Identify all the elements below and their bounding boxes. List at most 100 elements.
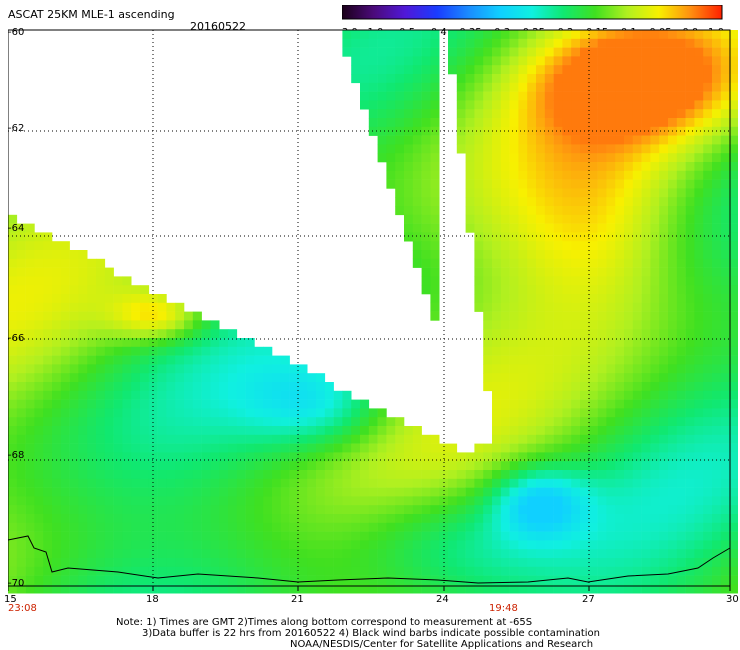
- data-cell: [694, 514, 704, 524]
- data-cell: [184, 346, 194, 356]
- data-cell: [492, 258, 502, 268]
- data-cell: [96, 417, 106, 427]
- data-cell: [184, 558, 194, 568]
- data-cell: [104, 364, 114, 374]
- data-cell: [483, 373, 493, 383]
- data-cell: [729, 170, 738, 180]
- data-cell: [456, 100, 466, 110]
- data-cell: [500, 250, 510, 260]
- data-cell: [580, 214, 590, 224]
- data-cell: [500, 514, 510, 524]
- data-cell: [60, 267, 70, 277]
- data-cell: [342, 417, 352, 427]
- data-cell: [96, 276, 106, 286]
- data-cell: [421, 558, 431, 568]
- data-cell: [60, 531, 70, 541]
- data-cell: [465, 487, 475, 497]
- data-cell: [148, 355, 158, 365]
- y-tick-label: -70: [8, 578, 25, 589]
- data-cell: [351, 434, 361, 444]
- data-cell: [624, 100, 634, 110]
- data-cell: [492, 355, 502, 365]
- data-cell: [659, 566, 669, 576]
- data-cell: [113, 426, 123, 436]
- data-cell: [500, 153, 510, 163]
- data-cell: [245, 338, 255, 348]
- data-cell: [641, 47, 651, 57]
- data-cell: [474, 478, 484, 488]
- data-cell: [588, 38, 598, 48]
- data-cell: [96, 434, 106, 444]
- data-cell: [104, 584, 114, 594]
- data-cell: [324, 443, 334, 453]
- data-cell: [571, 584, 581, 594]
- data-cell: [553, 82, 563, 92]
- data-cell: [412, 162, 422, 172]
- data-cell: [544, 241, 554, 251]
- data-cell: [184, 478, 194, 488]
- data-cell: [474, 65, 484, 75]
- data-cell: [474, 126, 484, 136]
- data-cell: [43, 584, 53, 594]
- data-cell: [157, 461, 167, 471]
- data-cell: [60, 373, 70, 383]
- data-cell: [219, 355, 229, 365]
- data-cell: [562, 452, 572, 462]
- data-cell: [720, 584, 730, 594]
- data-cell: [588, 109, 598, 119]
- data-cell: [500, 170, 510, 180]
- data-cell: [615, 399, 625, 409]
- data-cell: [500, 100, 510, 110]
- data-cell: [368, 47, 378, 57]
- data-cell: [474, 584, 484, 594]
- data-cell: [720, 338, 730, 348]
- data-cell: [720, 250, 730, 260]
- data-cell: [720, 38, 730, 48]
- data-cell: [272, 549, 282, 559]
- data-cell: [298, 540, 308, 550]
- data-cell: [404, 47, 414, 57]
- data-cell: [201, 549, 211, 559]
- data-cell: [571, 47, 581, 57]
- data-cell: [509, 188, 519, 198]
- data-cell: [60, 540, 70, 550]
- data-cell: [527, 250, 537, 260]
- data-cell: [404, 426, 414, 436]
- data-cell: [474, 558, 484, 568]
- data-cell: [632, 338, 642, 348]
- data-cell: [659, 302, 669, 312]
- data-cell: [25, 373, 35, 383]
- data-cell: [210, 443, 220, 453]
- data-cell: [25, 346, 35, 356]
- data-cell: [351, 566, 361, 576]
- data-cell: [562, 487, 572, 497]
- data-cell: [342, 47, 352, 57]
- data-cell: [562, 276, 572, 286]
- data-cell: [192, 584, 202, 594]
- data-cell: [676, 65, 686, 75]
- data-cell: [509, 575, 519, 585]
- data-cell: [166, 531, 176, 541]
- data-cell: [632, 443, 642, 453]
- data-cell: [34, 311, 44, 321]
- data-cell: [632, 100, 642, 110]
- data-cell: [518, 188, 528, 198]
- data-cell: [571, 382, 581, 392]
- data-cell: [615, 100, 625, 110]
- data-cell: [316, 549, 326, 559]
- data-cell: [676, 197, 686, 207]
- data-cell: [368, 91, 378, 101]
- data-cell: [606, 549, 616, 559]
- data-cell: [210, 540, 220, 550]
- data-cell: [597, 100, 607, 110]
- data-cell: [544, 382, 554, 392]
- data-cell: [166, 382, 176, 392]
- data-cell: [712, 399, 722, 409]
- data-cell: [632, 522, 642, 532]
- data-cell: [500, 584, 510, 594]
- data-cell: [245, 346, 255, 356]
- data-cell: [148, 487, 158, 497]
- data-cell: [421, 487, 431, 497]
- y-tick-label: -60: [8, 27, 25, 38]
- data-cell: [703, 47, 713, 57]
